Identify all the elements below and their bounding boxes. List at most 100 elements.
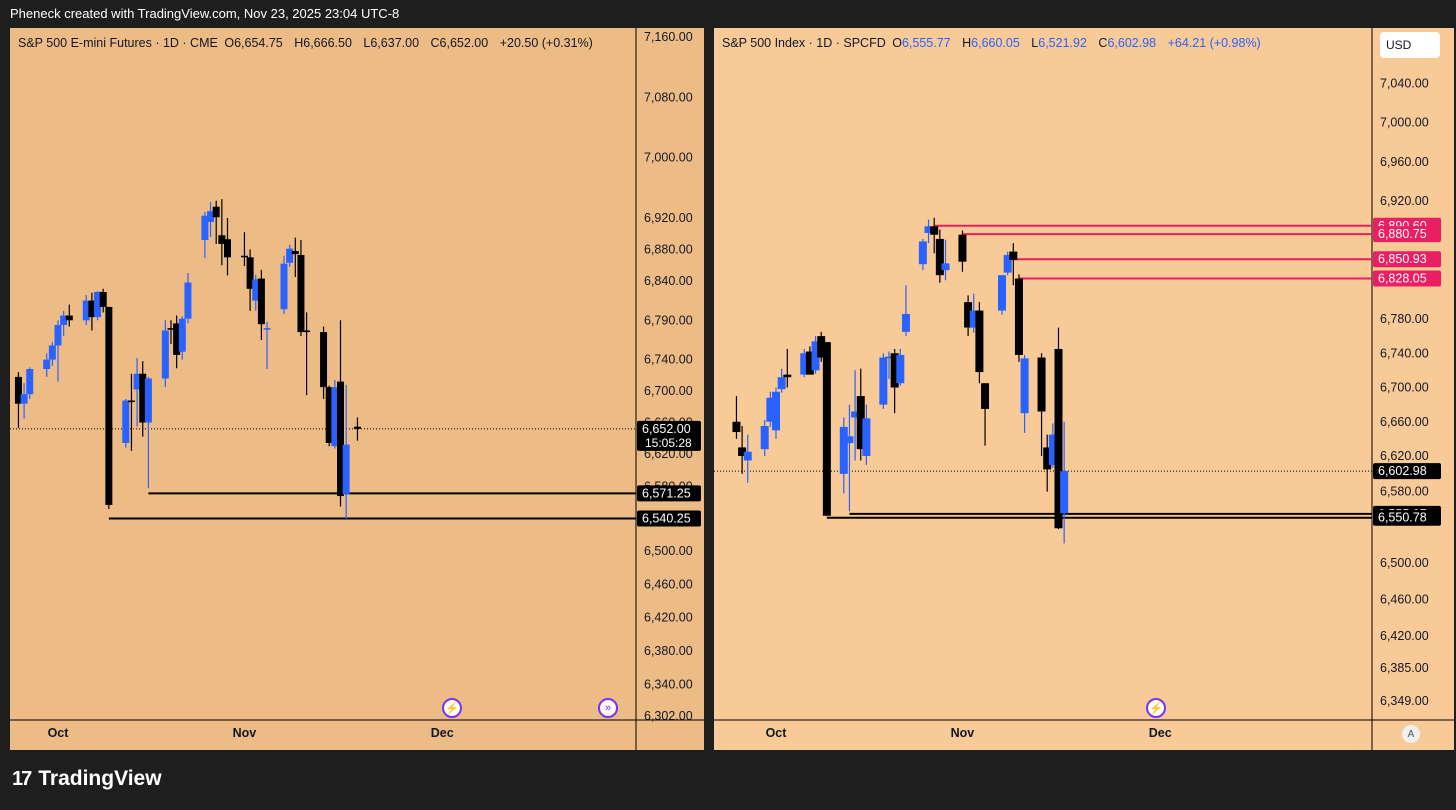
open-label: O	[224, 36, 235, 50]
y-tick-label: 6,660.00	[1380, 415, 1429, 429]
futures-chart-svg[interactable]: 7,160.00 7,080.00 7,000.00 6,920.00 6,880.00…	[10, 28, 704, 750]
close-label: C	[430, 36, 440, 50]
candle-body	[246, 257, 254, 289]
y-tick-label: 6,302.00	[644, 709, 693, 723]
candle-body	[783, 374, 792, 378]
candle-body	[1037, 357, 1046, 412]
close-value: 6,602.98	[1107, 36, 1157, 50]
x-tick-label: Dec	[431, 726, 454, 740]
candle-body	[760, 426, 769, 450]
candle-body	[1054, 348, 1063, 529]
candle-body	[851, 411, 860, 418]
lightning-event-icon[interactable]: ⚡	[1146, 698, 1166, 718]
candle-body	[924, 226, 933, 234]
y-tick-label: 6,500.00	[644, 544, 693, 558]
candle-body	[901, 313, 910, 332]
candle-body	[890, 353, 899, 388]
y-tick-label: 6,349.00	[1380, 694, 1429, 708]
candle-body	[224, 239, 231, 258]
low-label: L	[363, 36, 371, 50]
y-tick-label: 6,580.00	[1380, 485, 1429, 499]
price-tag	[637, 510, 701, 527]
y-tick-label: 6,740.00	[644, 353, 693, 367]
chart-panel-futures[interactable]: 7,160.00 7,080.00 7,000.00 6,920.00 6,880.00…	[10, 28, 704, 750]
y-tick-label: 6,740.00	[1380, 346, 1429, 360]
y-tick-label: 7,040.00	[1380, 76, 1429, 90]
price-tag	[1373, 270, 1441, 287]
y-tick-label: 7,000.00	[644, 151, 693, 165]
candle-body	[212, 206, 220, 218]
price-tag-label: 6,602.98	[1378, 464, 1427, 478]
y-tick-label: 6,420.00	[1380, 629, 1429, 643]
change-value: +20.50 (+0.31%)	[499, 36, 593, 50]
candle-body	[1043, 447, 1052, 470]
y-tick-label: 6,700.00	[1380, 381, 1429, 395]
candle-body	[975, 310, 984, 373]
low-label: L	[1031, 36, 1039, 50]
index-chart-svg[interactable]: 7,080.007,040.007,000.006,960.006,920.00…	[714, 28, 1454, 750]
chart-panel-index[interactable]: 7,080.007,040.007,000.006,960.006,920.00…	[714, 28, 1454, 750]
candle-body	[353, 426, 361, 429]
candle-body	[885, 356, 893, 359]
open-label: O	[892, 36, 902, 50]
candle-body	[964, 302, 973, 328]
price-tag-label: 6,571.25	[642, 486, 691, 500]
y-tick-label: 6,700.00	[644, 384, 693, 398]
currency-button[interactable]: USD	[1380, 32, 1440, 58]
candle-body	[1048, 434, 1057, 465]
lightning-event-icon[interactable]: ⚡	[442, 698, 462, 718]
close-label: C	[1098, 36, 1108, 50]
candle-body	[127, 400, 135, 403]
candle-body	[822, 342, 831, 516]
candle-body	[845, 436, 854, 444]
scroll-to-realtime-icon[interactable]: »	[598, 698, 618, 718]
x-tick-label: Nov	[233, 726, 257, 740]
auto-scale-button[interactable]: A	[1402, 725, 1420, 743]
candle-body	[998, 275, 1006, 311]
tradingview-logo-icon: 17	[12, 767, 32, 790]
y-tick-label: 6,780.00	[1380, 312, 1429, 326]
price-tag	[637, 420, 701, 451]
candle-body	[286, 248, 294, 263]
price-tag-label: 6,652.00	[642, 422, 691, 436]
candle-body	[263, 328, 271, 330]
candle-body	[1014, 278, 1023, 355]
candle-body	[105, 306, 113, 505]
index-legend-header: S&P 500 Index · 1D · SPCFD O6,555.77 H6,…	[722, 36, 1264, 50]
price-tag	[1373, 251, 1441, 268]
candle-body	[918, 241, 927, 265]
y-tick-label: 6,620.00	[1380, 449, 1429, 463]
candle-body	[184, 282, 192, 319]
candle-body	[969, 310, 978, 328]
candle-body	[60, 315, 68, 325]
candle-body	[252, 279, 260, 301]
y-tick-label: 6,880.00	[644, 242, 693, 256]
candle-body	[930, 226, 939, 235]
price-tag-label: 6,540.25	[642, 511, 691, 525]
y-tick-label: 6,385.00	[1380, 661, 1429, 675]
candle-body	[280, 263, 288, 310]
candle-body	[862, 418, 871, 456]
price-tag	[1373, 509, 1441, 526]
x-tick-label: Oct	[48, 726, 70, 740]
candle-body	[14, 376, 22, 404]
candle-body	[161, 330, 169, 379]
high-label: H	[294, 36, 304, 50]
candle-body	[805, 351, 814, 375]
candle-body	[320, 332, 328, 388]
candle-body	[133, 373, 141, 390]
y-tick-label: 7,080.00	[644, 90, 693, 104]
candle-body	[291, 251, 299, 255]
candle-body	[879, 357, 888, 405]
candle-body	[297, 254, 305, 333]
candle-body	[337, 381, 344, 497]
candle-body	[331, 387, 339, 447]
price-tag	[1373, 463, 1441, 480]
price-tag-label: 6,880.75	[1378, 227, 1427, 241]
candle-body	[48, 345, 56, 360]
candle-body	[207, 211, 215, 222]
y-tick-label: 6,420.00	[644, 611, 693, 625]
candle-body	[218, 235, 226, 244]
candle-body	[82, 300, 90, 321]
chart-title: S&P 500 E-mini Futures · 1D · CME	[18, 36, 218, 50]
